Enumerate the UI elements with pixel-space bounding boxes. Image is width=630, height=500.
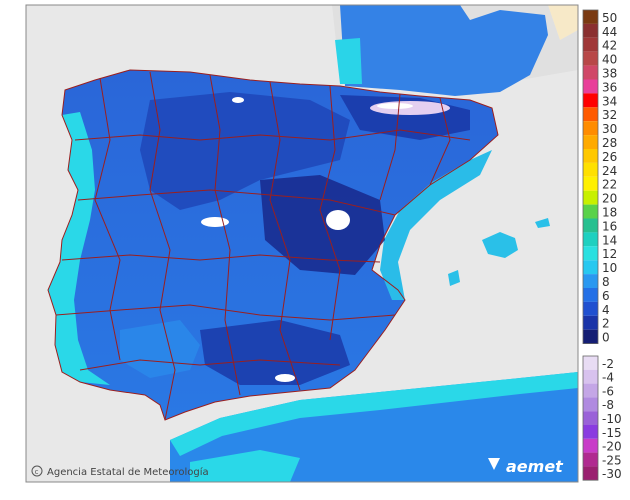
legend-swatch-positive-5: [583, 79, 598, 94]
legend-swatch-positive-11: [583, 162, 598, 177]
legend-label-positive-15: 16: [602, 219, 617, 233]
legend-label-positive-16: 14: [602, 233, 617, 247]
legend-label-positive-0: 50: [602, 11, 617, 25]
color-legend: 5044424038363432302826242220181614121086…: [582, 9, 622, 481]
legend-label-positive-20: 6: [602, 289, 610, 303]
legend-label-positive-23: 0: [602, 331, 610, 345]
legend-swatch-positive-4: [583, 65, 598, 80]
menorca: [535, 218, 550, 228]
copyright-icon: [31, 465, 43, 477]
legend-swatch-positive-18: [583, 260, 598, 275]
legend-swatch-positive-22: [583, 315, 598, 330]
legend-label-positive-4: 38: [602, 67, 617, 81]
legend-label-negative-4: -10: [602, 412, 622, 426]
legend-label-positive-7: 32: [602, 108, 617, 122]
legend-label-negative-3: -8: [602, 398, 614, 412]
legend-swatch-positive-14: [583, 204, 598, 219]
legend-swatch-negative-8: [583, 466, 598, 481]
atlantic-coast-band: [48, 112, 110, 385]
legend-swatch-positive-10: [583, 149, 598, 163]
ibiza: [448, 270, 460, 286]
snow-nevada: [275, 374, 295, 382]
legend-label-positive-17: 12: [602, 247, 617, 261]
legend-label-positive-13: 20: [602, 192, 617, 206]
legend-frame-negative: [582, 355, 599, 481]
legend-swatch-negative-7: [583, 452, 598, 467]
legend-swatch-positive-6: [583, 93, 598, 108]
legend-swatch-positive-15: [583, 218, 598, 233]
legend-label-positive-22: 2: [602, 317, 610, 331]
iberian-range-cold: [260, 175, 385, 275]
legend-swatch-positive-13: [583, 190, 598, 205]
legend-frame-positive: [582, 9, 599, 345]
province-borders: [47, 69, 499, 421]
legend-label-positive-10: 26: [602, 150, 617, 164]
legend-swatch-negative-0: [583, 356, 598, 370]
legend-label-negative-6: -20: [602, 440, 622, 454]
legend-swatch-positive-8: [583, 121, 598, 136]
legend-swatch-positive-7: [583, 107, 598, 122]
legend-label-negative-7: -25: [602, 453, 622, 467]
legend-swatch-negative-6: [583, 438, 598, 453]
france-temperature: [340, 5, 548, 96]
legend-label-positive-14: 18: [602, 206, 617, 220]
legend-swatch-negative-1: [583, 369, 598, 384]
legend-swatch-negative-3: [583, 397, 598, 412]
legend-swatch-positive-20: [583, 288, 598, 302]
legend-swatch-positive-1: [583, 23, 598, 38]
legend-swatch-negative-5: [583, 425, 598, 439]
legend-label-negative-1: -4: [602, 371, 614, 385]
legend-swatch-positive-12: [583, 176, 598, 191]
snow-iberico: [326, 210, 350, 230]
legend-label-positive-3: 40: [602, 53, 617, 67]
legend-swatch-positive-0: [583, 10, 598, 24]
credit-text: Agencia Estatal de Meteorología: [47, 466, 209, 478]
credit-label: c Agencia Estatal de Meteorología: [31, 465, 209, 478]
legend-swatch-positive-2: [583, 37, 598, 52]
aemet-logo: aemet: [488, 457, 564, 476]
south-cold-area: [200, 320, 350, 385]
legend-swatch-negative-2: [583, 383, 598, 398]
legend-swatch-positive-23: [583, 329, 598, 344]
legend-swatch-positive-16: [583, 232, 598, 247]
legend-swatch-positive-3: [583, 51, 598, 66]
legend-swatch-positive-17: [583, 246, 598, 261]
legend-label-positive-18: 10: [602, 261, 617, 275]
africa-coast-band: [170, 372, 578, 456]
legend-label-negative-8: -30: [602, 467, 622, 481]
legend-label-positive-5: 36: [602, 80, 617, 94]
snow-pyrenees-core: [377, 103, 413, 109]
legend-label-negative-0: -2: [602, 357, 614, 371]
meseta-cold-area: [140, 92, 350, 210]
snow-gredos: [201, 217, 229, 227]
africa-cyan-patch: [190, 450, 300, 482]
legend-label-negative-2: -6: [602, 384, 614, 398]
snow-cantabrico: [232, 97, 244, 103]
legend-label-negative-5: -15: [602, 426, 622, 440]
brand-text: aemet: [506, 457, 564, 476]
legend-swatch-negative-4: [583, 411, 598, 425]
land-corner: [548, 5, 578, 40]
mallorca: [482, 232, 518, 258]
legend-label-positive-6: 34: [602, 94, 617, 108]
legend-swatch-positive-9: [583, 135, 598, 149]
legend-label-positive-21: 4: [602, 303, 610, 317]
france-coast-band: [335, 38, 362, 84]
legend-swatch-positive-19: [583, 274, 598, 288]
legend-label-positive-1: 44: [602, 25, 617, 39]
legend-swatch-positive-21: [583, 301, 598, 316]
legend-label-positive-2: 42: [602, 39, 617, 53]
legend-label-positive-9: 28: [602, 136, 617, 150]
map-frame: [25, 4, 579, 483]
legend-label-positive-12: 22: [602, 178, 617, 192]
aemet-logo-icon: [488, 458, 500, 470]
legend-label-positive-19: 8: [602, 275, 610, 289]
legend-label-positive-8: 30: [602, 122, 617, 136]
copyright-icon-glyph: c: [35, 468, 39, 476]
legend-label-positive-11: 24: [602, 164, 617, 178]
